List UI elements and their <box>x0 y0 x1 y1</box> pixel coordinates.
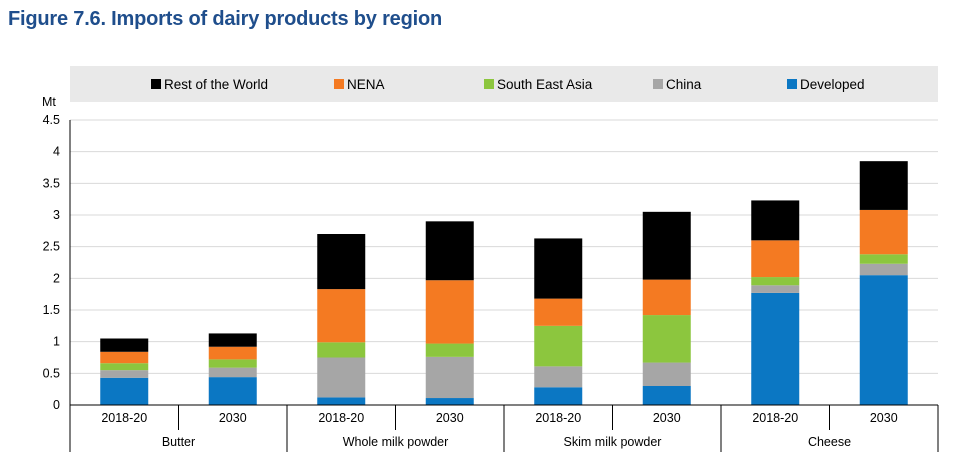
legend: Rest of the World NENA South East Asia Chin… <box>151 77 865 92</box>
bar-segment-nena <box>425 280 474 344</box>
y-tick-label: 0.5 <box>43 366 60 380</box>
bar-segment-china <box>208 367 257 378</box>
bar-segment-rest-of-the-world <box>642 211 691 280</box>
x-tick-label: 2018-20 <box>318 411 364 425</box>
gridlines <box>70 119 938 374</box>
bar-segment-south-east-asia <box>208 359 257 368</box>
bar-segment-south-east-asia <box>100 363 149 371</box>
y-axis-ticks: 0 0.5 1 1.5 2 2.5 3 3.5 4 4.5 <box>43 113 71 412</box>
legend-swatch-developed <box>787 79 797 89</box>
bar-segment-rest-of-the-world <box>859 161 908 210</box>
figure-title: Figure 7.6. Imports of dairy products by… <box>8 8 442 30</box>
bar-segment-south-east-asia <box>534 325 583 367</box>
bar-segment-rest-of-the-world <box>208 333 257 347</box>
bar-segment-nena <box>859 209 908 255</box>
bar-segment-developed <box>642 386 691 405</box>
legend-label-south-east-asia: South East Asia <box>497 77 593 92</box>
bar-segment-china <box>100 370 149 378</box>
legend-label-developed: Developed <box>800 77 865 92</box>
bar-segment-south-east-asia <box>425 343 474 357</box>
x-axis: 2018-20 2030 2018-20 2030 2018-20 2030 2018-20… <box>69 404 939 452</box>
bars <box>100 161 908 405</box>
y-tick-label: 3.5 <box>43 176 60 190</box>
bar-segment-rest-of-the-world <box>425 221 474 281</box>
bar-segment-china <box>425 356 474 399</box>
x-group-label: Skim milk powder <box>564 435 662 449</box>
y-tick-label: 1.5 <box>43 303 60 317</box>
x-group-label: Whole milk powder <box>343 435 449 449</box>
bar-segment-developed <box>534 387 583 405</box>
legend-label-rest-of-the-world: Rest of the World <box>164 77 268 92</box>
bar-segment-china <box>859 263 908 276</box>
bar-segment-nena <box>208 346 257 360</box>
bar-segment-developed <box>100 377 149 405</box>
bar-segment-south-east-asia <box>317 342 366 358</box>
bar-segment-china <box>534 366 583 388</box>
y-tick-label: 0 <box>53 398 60 412</box>
bar-segment-nena <box>642 279 691 316</box>
x-tick-label: 2018-20 <box>101 411 147 425</box>
bar-segment-china <box>317 357 366 398</box>
x-tick-label: 2030 <box>219 411 247 425</box>
legend-swatch-china <box>653 79 663 89</box>
bar-segment-rest-of-the-world <box>100 338 149 352</box>
y-tick-label: 3 <box>53 208 60 222</box>
bar-segment-south-east-asia <box>751 277 800 286</box>
bar-segment-nena <box>751 240 800 278</box>
bar-segment-developed <box>425 398 474 405</box>
bar-segment-nena <box>100 351 149 364</box>
bar-segment-rest-of-the-world <box>751 200 800 241</box>
y-axis-label: Mt <box>42 95 56 109</box>
bar-segment-nena <box>534 298 583 326</box>
y-tick-label: 2 <box>53 271 60 285</box>
x-tick-label: 2030 <box>436 411 464 425</box>
bar-segment-china <box>642 362 691 386</box>
legend-swatch-south-east-asia <box>484 79 494 89</box>
bar-segment-developed <box>317 397 366 405</box>
x-tick-label: 2018-20 <box>752 411 798 425</box>
y-tick-label: 2.5 <box>43 240 60 254</box>
y-tick-label: 1 <box>53 335 60 349</box>
y-tick-label: 4 <box>53 145 60 159</box>
x-tick-label: 2030 <box>653 411 681 425</box>
bar-segment-developed <box>208 377 257 405</box>
legend-swatch-rest-of-the-world <box>151 79 161 89</box>
bar-segment-south-east-asia <box>859 254 908 264</box>
y-tick-label: 4.5 <box>43 113 60 127</box>
bar-segment-china <box>751 285 800 293</box>
bar-segment-developed <box>859 275 908 405</box>
bar-segment-south-east-asia <box>642 315 691 363</box>
x-group-label: Butter <box>162 435 195 449</box>
bar-segment-nena <box>317 289 366 343</box>
x-tick-label: 2030 <box>870 411 898 425</box>
bar-segment-developed <box>751 292 800 405</box>
bar-segment-rest-of-the-world <box>534 238 583 299</box>
bar-segment-rest-of-the-world <box>317 234 366 290</box>
x-group-label: Cheese <box>808 435 851 449</box>
x-tick-label: 2018-20 <box>535 411 581 425</box>
legend-label-china: China <box>666 77 702 92</box>
legend-swatch-nena <box>334 79 344 89</box>
legend-label-nena: NENA <box>347 77 385 92</box>
